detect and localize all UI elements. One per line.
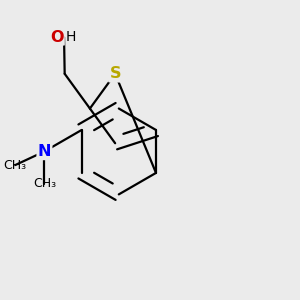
Text: N: N [38, 144, 51, 159]
Text: CH₃: CH₃ [4, 159, 27, 172]
Text: CH₃: CH₃ [33, 177, 56, 190]
Text: O: O [50, 30, 64, 45]
Text: H: H [65, 30, 76, 44]
Text: S: S [110, 66, 121, 81]
